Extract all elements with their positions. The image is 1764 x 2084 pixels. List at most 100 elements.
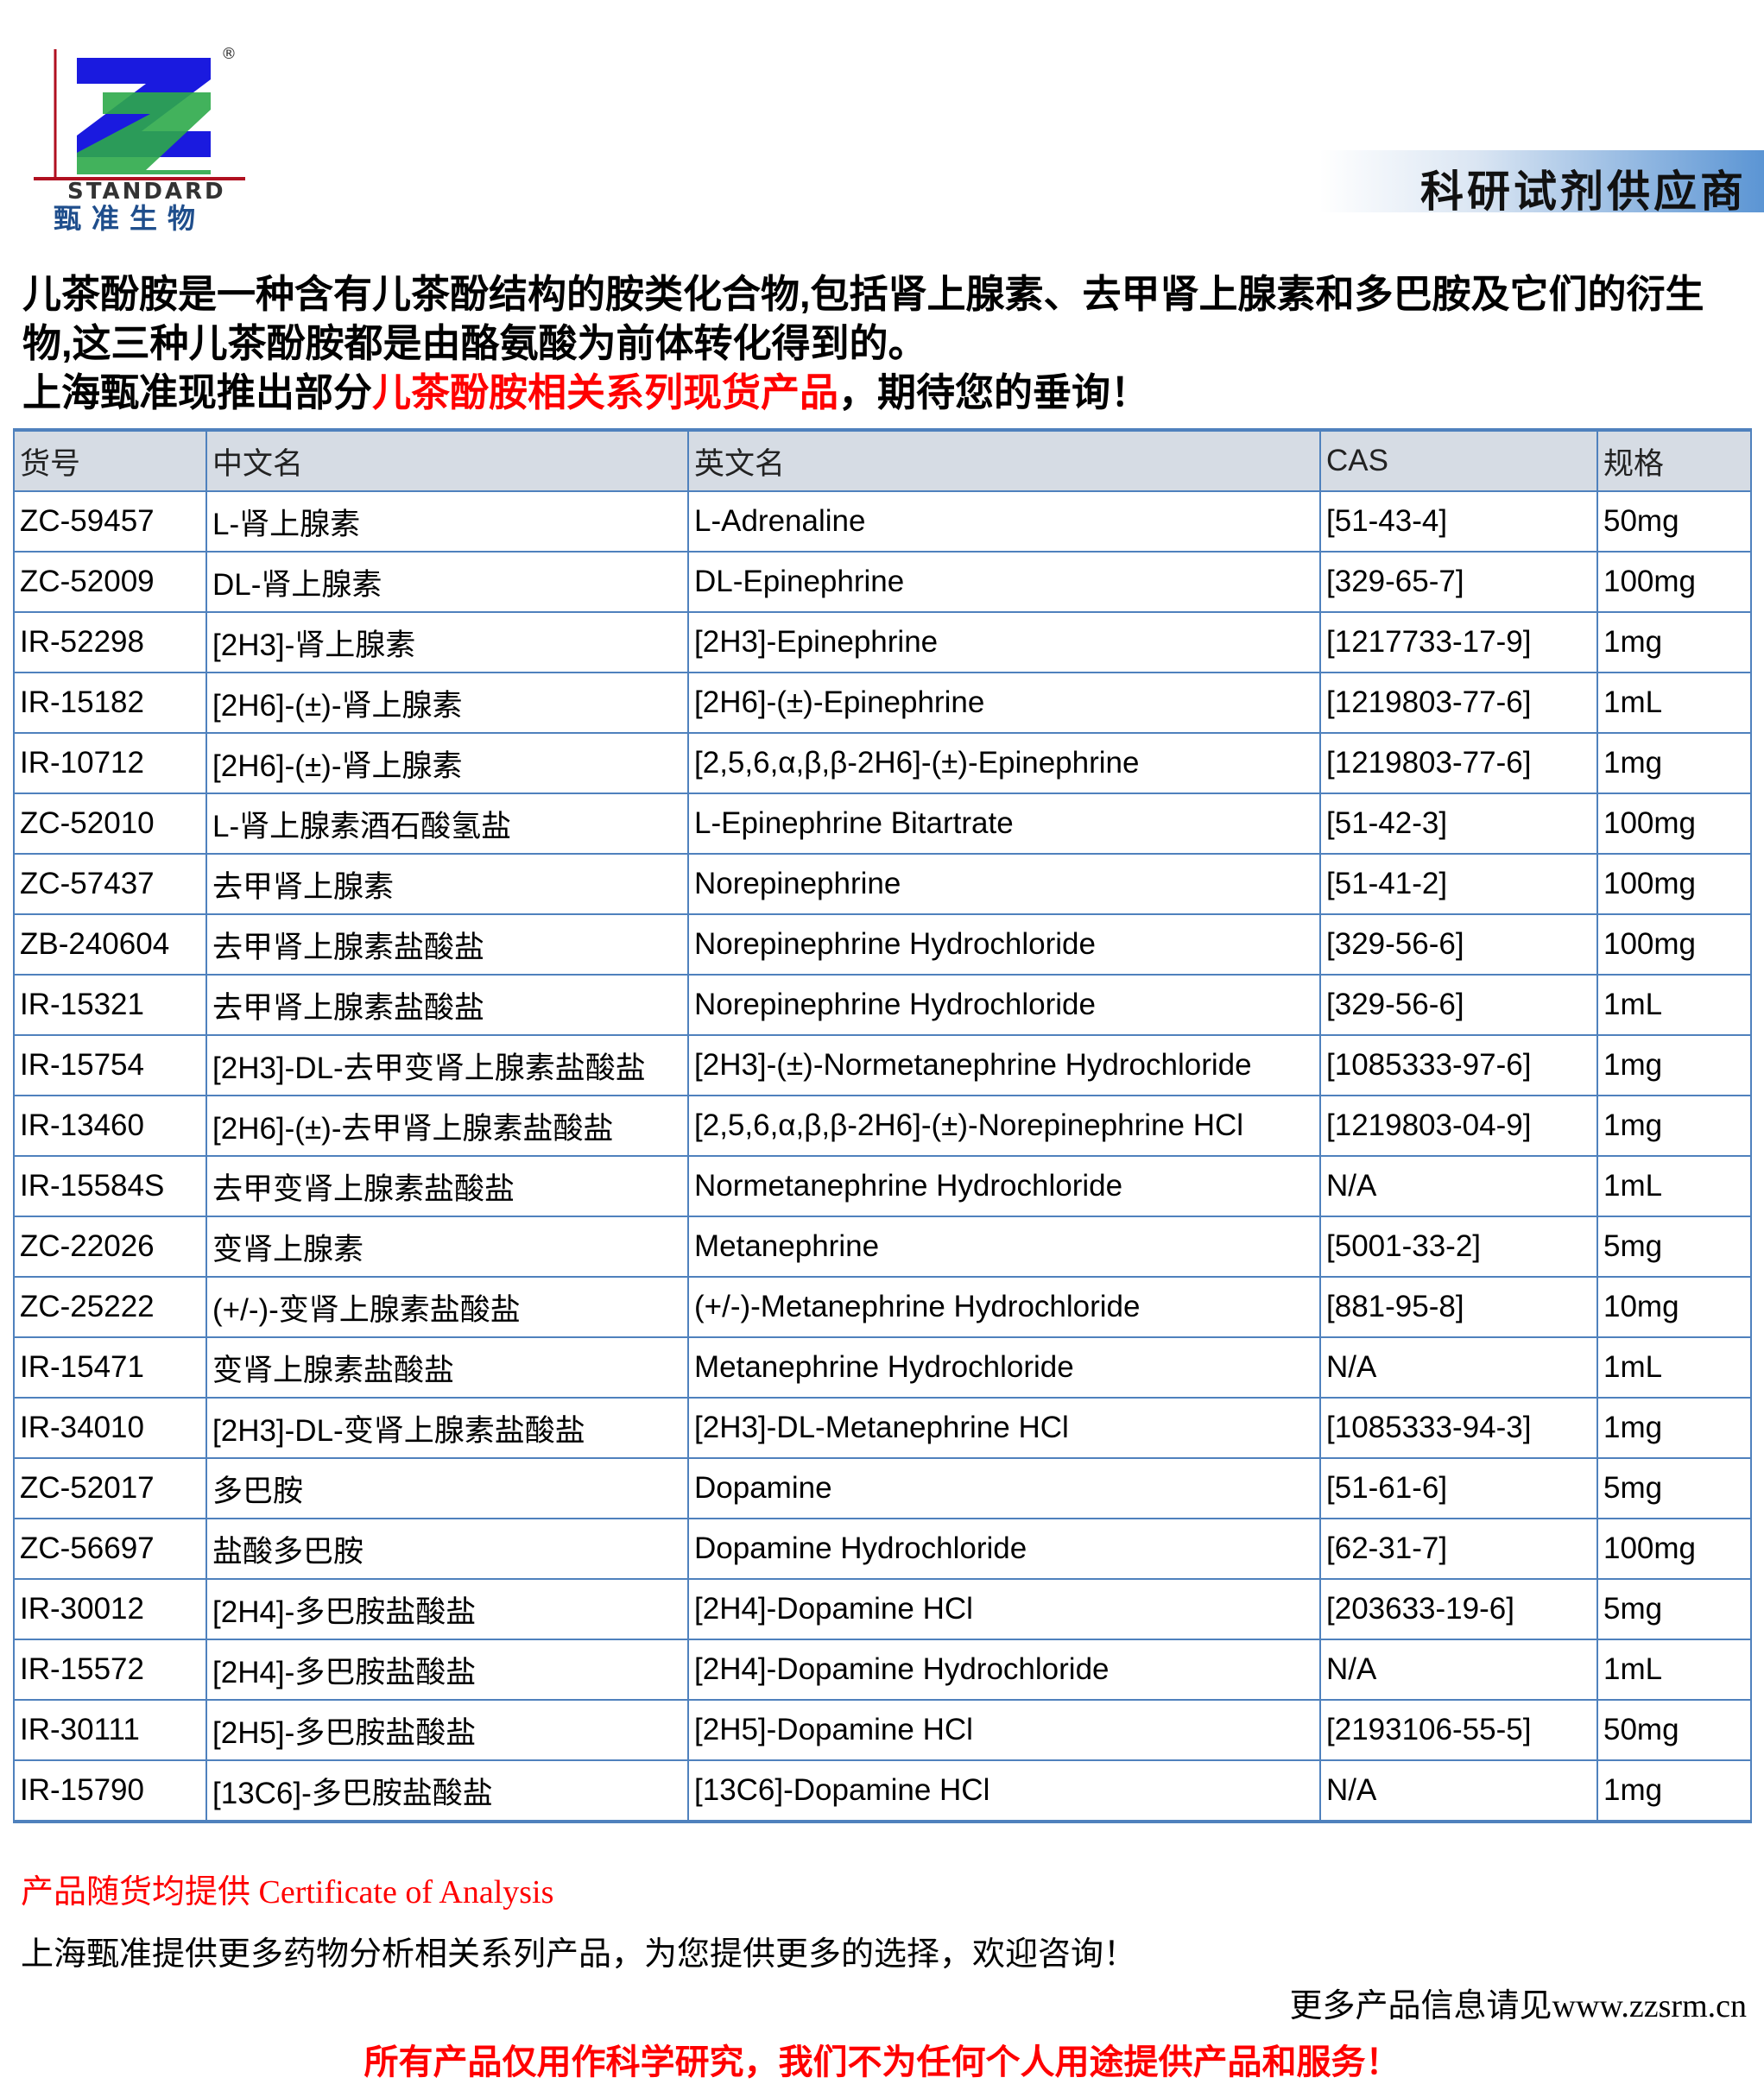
table-row: IR-34010 [2H3]-DL-变肾上腺素盐酸盐 [2H3]-DL-Metane… <box>13 1397 1752 1459</box>
cell-catalog-no: IR-52298 <box>13 611 207 673</box>
table-row: ZC-52017 多巴胺 Dopamine [51-61-6] 5mg <box>13 1457 1752 1519</box>
cell-cas: [5001-33-2] <box>1319 1216 1598 1278</box>
header-english-name: 英文名 <box>687 429 1321 492</box>
table-row: ZC-22026 变肾上腺素 Metanephrine [5001-33-2] 5mg <box>13 1216 1752 1278</box>
cell-cas: [1219803-77-6] <box>1319 732 1598 794</box>
cell-english-name: [2H6]-(±)-Epinephrine <box>687 672 1321 734</box>
table-row: IR-15790 [13C6]-多巴胺盐酸盐 [13C6]-Dopamine HCl… <box>13 1759 1752 1822</box>
cell-catalog-no: IR-15471 <box>13 1336 207 1399</box>
cell-spec: 5mg <box>1596 1578 1752 1640</box>
cell-cas: [203633-19-6] <box>1319 1578 1598 1640</box>
cell-chinese-name: [2H6]-(±)-去甲肾上腺素盐酸盐 <box>205 1095 689 1157</box>
cell-chinese-name: L-肾上腺素酒石酸氢盐 <box>205 793 689 855</box>
cell-catalog-no: ZC-52010 <box>13 793 207 855</box>
table-header-row: 货号 中文名 英文名 CAS 规格 <box>13 429 1752 492</box>
cell-english-name: Metanephrine <box>687 1216 1321 1278</box>
cell-spec: 100mg <box>1596 1518 1752 1580</box>
cell-spec: 50mg <box>1596 1699 1752 1761</box>
cell-spec: 1mL <box>1596 1155 1752 1217</box>
cell-catalog-no: IR-15584S <box>13 1155 207 1217</box>
website-note: 更多产品信息请见www.zzsrm.cn <box>1289 1988 1747 2024</box>
cell-english-name: [2H4]-Dopamine HCl <box>687 1578 1321 1640</box>
cell-spec: 5mg <box>1596 1216 1752 1278</box>
cell-english-name: [2H3]-Epinephrine <box>687 611 1321 673</box>
cell-english-name: [2,5,6,α,β,β-2H6]-(±)-Epinephrine <box>687 732 1321 794</box>
cell-english-name: [2H3]-DL-Metanephrine HCl <box>687 1397 1321 1459</box>
cell-cas: N/A <box>1319 1759 1598 1822</box>
cell-cas: [329-56-6] <box>1319 974 1598 1036</box>
cell-spec: 1mL <box>1596 672 1752 734</box>
cell-chinese-name: 去甲肾上腺素 <box>205 853 689 915</box>
cell-english-name: DL-Epinephrine <box>687 551 1321 613</box>
cell-cas: [329-65-7] <box>1319 551 1598 613</box>
cell-english-name: Norepinephrine Hydrochloride <box>687 913 1321 976</box>
cell-cas: [1219803-77-6] <box>1319 672 1598 734</box>
table-row: IR-15321 去甲肾上腺素盐酸盐 Norepinephrine Hydrochl… <box>13 974 1752 1036</box>
header-chinese-name: 中文名 <box>205 429 689 492</box>
cell-chinese-name: L-肾上腺素 <box>205 490 689 553</box>
table-row: ZC-52009 DL-肾上腺素 DL-Epinephrine [329-65-7] 1… <box>13 551 1752 613</box>
company-logo: ® STANDARD 甄准生物 <box>29 45 254 235</box>
cell-catalog-no: IR-15572 <box>13 1639 207 1701</box>
cell-cas: [1217733-17-9] <box>1319 611 1598 673</box>
cell-english-name: L-Epinephrine Bitartrate <box>687 793 1321 855</box>
disclaimer: 所有产品仅用作科学研究，我们不为任何个人用途提供产品和服务！ <box>364 2043 1400 2081</box>
more-products-note: 上海甄准提供更多药物分析相关系列产品，为您提供更多的选择，欢迎咨询！ <box>21 1936 1137 1973</box>
cell-catalog-no: ZB-240604 <box>13 913 207 976</box>
cell-english-name: [13C6]-Dopamine HCl <box>687 1759 1321 1822</box>
coa-note: 产品随货均提供 Certificate of Analysis <box>21 1874 554 1910</box>
cell-catalog-no: IR-13460 <box>13 1095 207 1157</box>
cell-spec: 1mg <box>1596 1095 1752 1157</box>
table-row: ZC-25222 (+/-)-变肾上腺素盐酸盐 (+/-)-Metanephrine… <box>13 1276 1752 1338</box>
table-row: IR-15572 [2H4]-多巴胺盐酸盐 [2H4]-Dopamine Hydro… <box>13 1639 1752 1701</box>
cell-english-name: [2H5]-Dopamine HCl <box>687 1699 1321 1761</box>
cell-catalog-no: ZC-57437 <box>13 853 207 915</box>
table-row: IR-15754 [2H3]-DL-去甲变肾上腺素盐酸盐 [2H3]-(±)-Nor… <box>13 1034 1752 1096</box>
intro-text: 儿茶酚胺是一种含有儿茶酚结构的胺类化合物,包括肾上腺素、去甲肾上腺素和多巴胺及它… <box>22 272 1704 365</box>
cell-catalog-no: ZC-59457 <box>13 490 207 553</box>
cell-spec: 1mg <box>1596 732 1752 794</box>
cell-cas: N/A <box>1319 1639 1598 1701</box>
cell-cas: N/A <box>1319 1336 1598 1399</box>
table-row: IR-30012 [2H4]-多巴胺盐酸盐 [2H4]-Dopamine HCl [2… <box>13 1578 1752 1640</box>
cell-cas: [881-95-8] <box>1319 1276 1598 1338</box>
cell-chinese-name: [2H3]-DL-去甲变肾上腺素盐酸盐 <box>205 1034 689 1096</box>
cell-spec: 1mg <box>1596 611 1752 673</box>
cell-spec: 100mg <box>1596 913 1752 976</box>
cell-chinese-name: 去甲肾上腺素盐酸盐 <box>205 913 689 976</box>
cell-cas: [51-61-6] <box>1319 1457 1598 1519</box>
cell-spec: 5mg <box>1596 1457 1752 1519</box>
cell-catalog-no: ZC-22026 <box>13 1216 207 1278</box>
header-cas: CAS <box>1319 429 1598 492</box>
cell-cas: [51-43-4] <box>1319 490 1598 553</box>
table-row: IR-10712 [2H6]-(±)-肾上腺素 [2,5,6,α,β,β-2H6]-… <box>13 732 1752 794</box>
table-row: ZC-57437 去甲肾上腺素 Norepinephrine [51-41-2] 100… <box>13 853 1752 915</box>
header-catalog-no: 货号 <box>13 429 207 492</box>
table-row: IR-15471 变肾上腺素盐酸盐 Metanephrine Hydrochlori… <box>13 1336 1752 1399</box>
table-row: IR-15584S 去甲变肾上腺素盐酸盐 Normetanephrine Hydro… <box>13 1155 1752 1217</box>
cell-chinese-name: 变肾上腺素 <box>205 1216 689 1278</box>
cell-catalog-no: ZC-52009 <box>13 551 207 613</box>
intro-promo: 上海甄准现推出部分儿茶酚胺相关系列现货产品，期待您的垂询！ <box>22 368 1749 417</box>
cell-spec: 1mL <box>1596 1639 1752 1701</box>
cell-spec: 1mg <box>1596 1397 1752 1459</box>
cell-cas: N/A <box>1319 1155 1598 1217</box>
cell-catalog-no: IR-34010 <box>13 1397 207 1459</box>
cell-chinese-name: 去甲肾上腺素盐酸盐 <box>205 974 689 1036</box>
cell-chinese-name: 盐酸多巴胺 <box>205 1518 689 1580</box>
cell-english-name: (+/-)-Metanephrine Hydrochloride <box>687 1276 1321 1338</box>
cell-chinese-name: DL-肾上腺素 <box>205 551 689 613</box>
cell-spec: 100mg <box>1596 853 1752 915</box>
cell-english-name: Metanephrine Hydrochloride <box>687 1336 1321 1399</box>
cell-spec: 100mg <box>1596 551 1752 613</box>
cell-spec: 1mL <box>1596 974 1752 1036</box>
cell-catalog-no: ZC-25222 <box>13 1276 207 1338</box>
cell-english-name: Norepinephrine <box>687 853 1321 915</box>
header-spec: 规格 <box>1596 429 1752 492</box>
cell-english-name: [2,5,6,α,β,β-2H6]-(±)-Norepinephrine HCl <box>687 1095 1321 1157</box>
cell-spec: 50mg <box>1596 490 1752 553</box>
table-row: ZC-59457 L-肾上腺素 L-Adrenaline [51-43-4] 50mg <box>13 490 1752 553</box>
cell-english-name: Normetanephrine Hydrochloride <box>687 1155 1321 1217</box>
tagline-banner: 科研试剂供应商 <box>1319 150 1764 217</box>
cell-catalog-no: IR-15754 <box>13 1034 207 1096</box>
